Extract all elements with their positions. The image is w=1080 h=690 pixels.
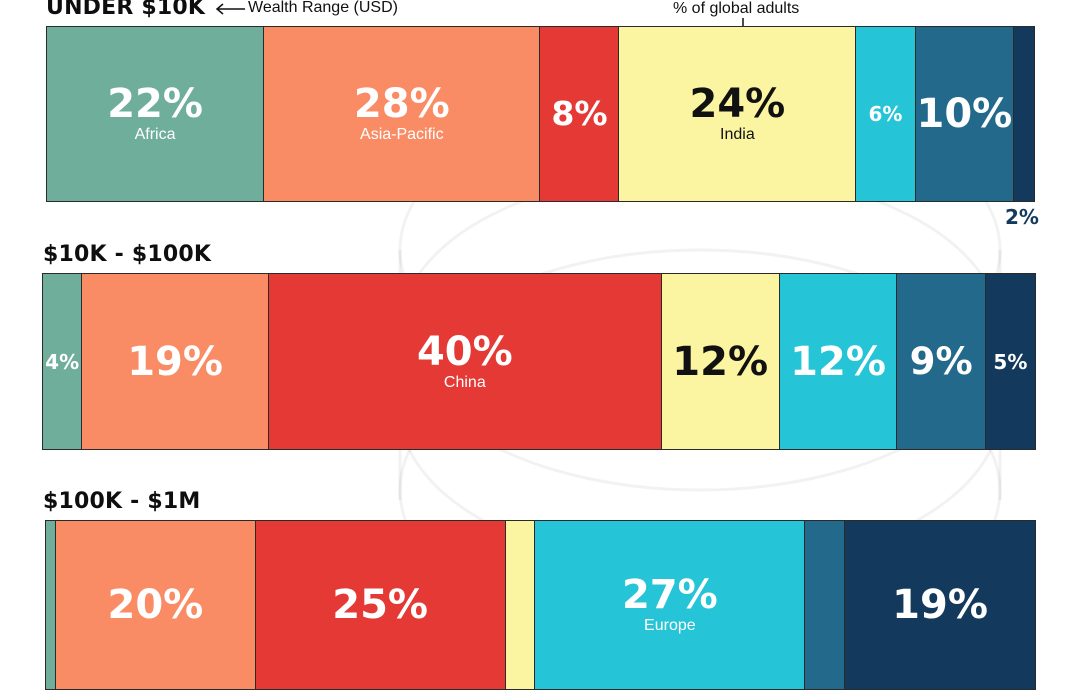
data-label: 12% [672,338,769,385]
wealth-range-note: Wealth Range (USD) [248,0,398,16]
bar-segment-india: 24% India [619,27,857,201]
left-arrow-icon [215,3,245,15]
data-label: 40% [416,328,513,375]
bar-segment-africa: 22% Africa [47,27,265,201]
data-label: 24% [689,81,786,127]
data-label: 10% [916,91,1013,137]
region-label: China [443,373,486,391]
bar-segment-asia-pacific: 20% [55,521,256,689]
region-label: Africa [134,126,176,143]
bar-segment-china: 8% [540,27,620,201]
data-label: 19% [127,338,223,385]
chart-title-10k-100k: $10K - $100K [43,242,212,267]
region-label: Asia-Pacific [360,126,444,143]
data-label: 27% [621,572,718,618]
bar-segment-latin-america [805,521,846,689]
region-label: India [720,126,755,143]
bar-segment-latin-america: 10% [915,27,1015,201]
north-america-under-10k-label: 2% [1005,205,1039,229]
stacked-bar-under-10k: 22% Africa 28% Asia-Pacific 8% 24% India 6% 10% [46,26,1035,202]
data-label: 8% [551,94,608,134]
data-label: 22% [107,81,203,127]
bar-segment-europe: 12% [779,274,898,449]
bar-segment-north-america: 19% [845,521,1035,689]
data-label: 28% [353,81,450,127]
bar-segment-asia-pacific: 28% Asia-Pacific [264,27,541,201]
bar-segment-north-america [1014,27,1034,201]
stacked-bar-100k-1m: 20% 25% 27% Europe 19% [45,520,1036,690]
bar-segment-asia-pacific: 19% [82,274,269,449]
chart-title-under-10k: UNDER $10K [46,0,206,20]
bar-segment-europe: 27% Europe [535,521,806,689]
data-label: 5% [993,349,1028,374]
data-label: 4% [45,349,80,374]
stacked-bar-10k-100k: 4% 19% 40% China 12% 12% 9% 5% [42,273,1036,450]
bar-segment-india [505,521,536,689]
data-label: 25% [332,582,429,628]
region-label: Europe [644,617,696,634]
data-label: 6% [868,102,903,126]
data-label: 12% [790,338,886,385]
bar-segment-latin-america: 9% [897,274,986,449]
bar-segment-africa [46,521,56,689]
bar-segment-china: 40% China [268,274,662,449]
bar-segment-africa: 4% [43,274,83,449]
data-label: 20% [107,582,204,628]
pct-global-adults-note: % of global adults [673,0,800,17]
bar-segment-china: 25% [255,521,506,689]
bar-segment-india: 12% [661,274,780,449]
data-label: 9% [909,339,973,383]
bar-segment-europe: 6% [856,27,916,201]
bar-segment-north-america: 5% [985,274,1035,449]
data-label: 19% [892,582,988,628]
chart-title-100k-1m: $100K - $1M [43,489,201,514]
